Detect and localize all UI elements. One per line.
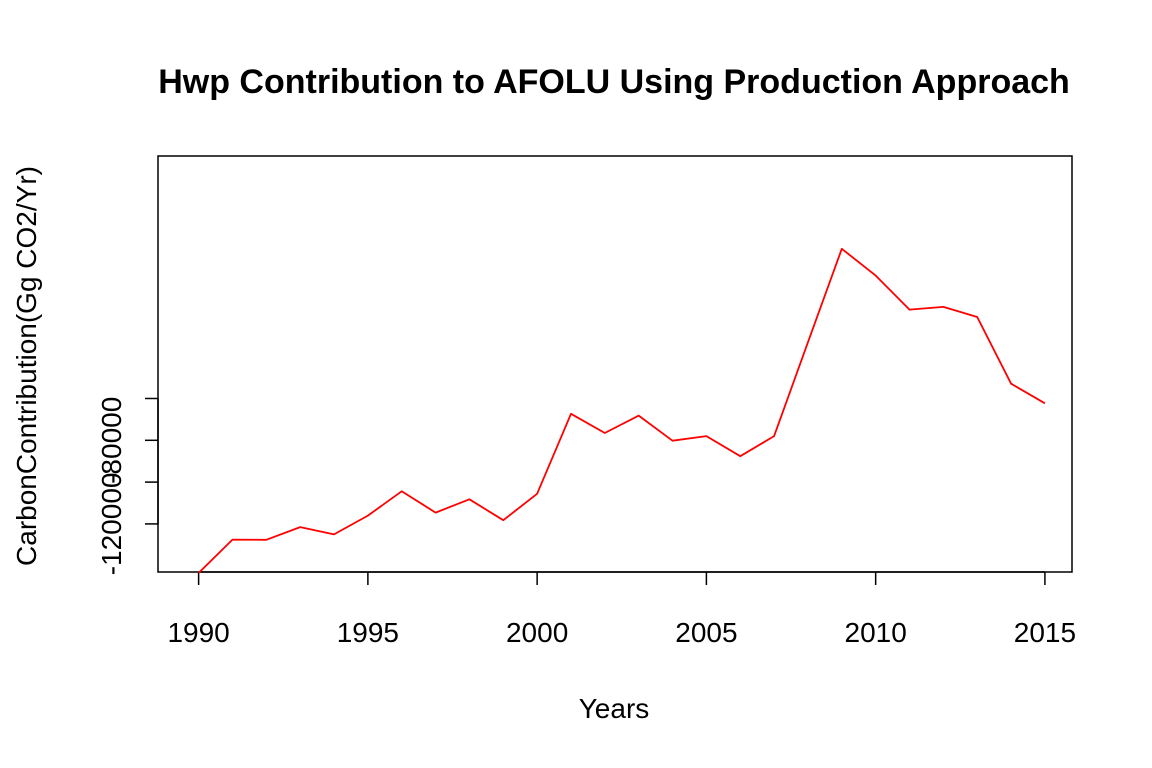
x-tick-label: 2010 [845,617,907,648]
x-tick-label: 2005 [675,617,737,648]
x-tick-label: 1990 [167,617,229,648]
y-tick-label: -80000 [96,397,127,484]
x-tick-label: 2000 [506,617,568,648]
y-tick-label: -120000 [96,473,127,576]
chart-title: Hwp Contribution to AFOLU Using Producti… [158,63,1070,101]
y-axis: -120000-80000 [96,397,159,576]
x-tick-label: 2015 [1014,617,1076,648]
y-axis-label: CarbonContribution(Gg CO2/Yr) [11,166,42,566]
series-layer [197,247,1046,574]
x-tick-label: 1995 [337,617,399,648]
plot-frame [157,155,1073,573]
x-axis-label: Years [579,693,650,724]
series-line [197,247,1046,574]
x-axis: 1990 1995 2000 2005 2010 2015 [167,571,1076,648]
